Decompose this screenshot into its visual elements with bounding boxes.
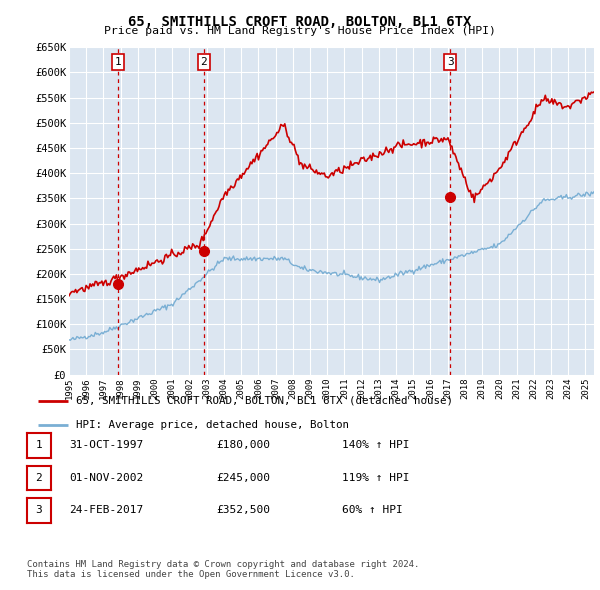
Text: 3: 3	[447, 57, 454, 67]
Text: 3: 3	[35, 506, 43, 515]
Text: 2: 2	[200, 57, 207, 67]
Text: 2: 2	[35, 473, 43, 483]
Text: £180,000: £180,000	[216, 441, 270, 450]
Text: 140% ↑ HPI: 140% ↑ HPI	[342, 441, 409, 450]
Text: 24-FEB-2017: 24-FEB-2017	[69, 506, 143, 515]
Text: HPI: Average price, detached house, Bolton: HPI: Average price, detached house, Bolt…	[76, 420, 349, 430]
Text: £245,000: £245,000	[216, 473, 270, 483]
Text: Contains HM Land Registry data © Crown copyright and database right 2024.
This d: Contains HM Land Registry data © Crown c…	[27, 560, 419, 579]
Text: £352,500: £352,500	[216, 506, 270, 515]
Text: 1: 1	[35, 441, 43, 450]
Text: 119% ↑ HPI: 119% ↑ HPI	[342, 473, 409, 483]
Text: 65, SMITHILLS CROFT ROAD, BOLTON, BL1 6TX: 65, SMITHILLS CROFT ROAD, BOLTON, BL1 6T…	[128, 15, 472, 29]
Text: Price paid vs. HM Land Registry's House Price Index (HPI): Price paid vs. HM Land Registry's House …	[104, 26, 496, 36]
Text: 65, SMITHILLS CROFT ROAD, BOLTON, BL1 6TX (detached house): 65, SMITHILLS CROFT ROAD, BOLTON, BL1 6T…	[76, 396, 452, 406]
Text: 1: 1	[115, 57, 121, 67]
Text: 60% ↑ HPI: 60% ↑ HPI	[342, 506, 403, 515]
Text: 31-OCT-1997: 31-OCT-1997	[69, 441, 143, 450]
Text: 01-NOV-2002: 01-NOV-2002	[69, 473, 143, 483]
